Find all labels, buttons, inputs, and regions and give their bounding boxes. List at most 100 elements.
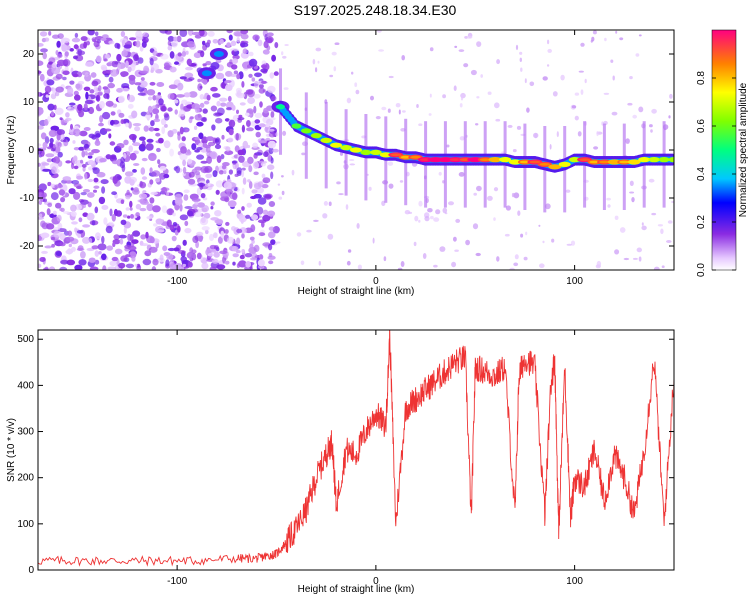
noise-speckle [221,164,227,170]
noise-speckle [123,227,127,234]
noise-speckle [125,195,131,200]
noise-speckle [220,102,227,107]
noise-speckle [145,143,154,151]
noise-speckle [80,159,84,164]
noise-speckle [256,206,264,215]
noise-speckle [215,72,225,80]
noise-speckle [121,50,128,57]
signal-peak [519,160,531,164]
noise-speckle [88,257,96,263]
noise-speckle [79,130,88,137]
noise-speckle [103,58,108,62]
noise-speckle [89,89,95,94]
noise-speckle [265,123,270,128]
noise-speckle [54,107,64,116]
noise-speckle [184,72,194,79]
y-tick-label: 20 [23,49,35,60]
noise-speckle [277,183,281,186]
noise-speckle [542,76,548,81]
noise-speckle [592,30,597,35]
noise-speckle [560,74,565,81]
noise-speckle [91,80,99,87]
noise-speckle [127,66,132,73]
y-tick-label: 100 [17,519,34,530]
noise-speckle [207,182,211,187]
noise-speckle [134,263,138,267]
noise-speckle [258,123,266,128]
x-tick-label: 0 [373,276,379,287]
noise-speckle [140,77,145,81]
noise-speckle [54,91,60,97]
noise-speckle [254,80,259,88]
noise-speckle [463,63,469,68]
noise-speckle [313,219,319,222]
noise-speckle [136,33,144,38]
noise-speckle [263,107,269,114]
noise-speckle [574,115,579,121]
noise-speckle [237,149,245,156]
noise-speckle [131,110,138,119]
noise-speckle [51,243,55,248]
noise-speckle [182,159,187,167]
noise-speckle [209,151,218,160]
noise-speckle [258,87,265,94]
noise-speckle [205,136,215,142]
noise-speckle [52,34,60,39]
signal-point [548,164,562,170]
noise-speckle [73,44,79,50]
noise-speckle [623,257,630,261]
noise-speckle [169,263,178,270]
noise-speckle [68,243,73,248]
noise-speckle [184,227,192,234]
noise-speckle [159,165,167,171]
noise-speckle [101,186,106,194]
noise-speckle [205,229,209,235]
noise-speckle [202,108,208,114]
noise-speckle [200,193,206,199]
noise-speckle [88,106,95,115]
noise-speckle [112,160,119,165]
noise-speckle [228,128,234,136]
noise-speckle [62,176,72,182]
noise-speckle [254,112,263,119]
noise-speckle [179,76,187,80]
noise-speckle [248,181,253,189]
noise-speckle [194,136,201,141]
noise-speckle [270,171,274,180]
noise-speckle [119,238,124,245]
snr-plot-area [38,330,674,570]
noise-speckle [149,197,155,204]
colorbar-label: Normalized spectral amplitude [738,82,749,217]
noise-speckle [110,69,119,77]
noise-speckle [596,260,602,267]
noise-speckle [209,266,217,270]
noise-speckle [376,30,382,33]
noise-speckle [351,71,354,75]
noise-speckle [123,44,132,49]
noise-speckle [651,108,657,114]
noise-speckle [111,191,117,196]
noise-speckle [107,82,115,89]
noise-speckle [418,123,423,126]
noise-speckle [266,118,274,126]
noise-speckle [60,207,65,212]
noise-speckle [132,230,141,237]
noise-speckle [61,44,68,52]
spectrogram-noise [38,30,674,270]
noise-speckle [120,199,125,204]
noise-speckle [109,141,116,146]
noise-speckle [181,260,189,264]
noise-speckle [133,187,139,193]
noise-speckle [137,57,144,64]
x-tick-label: -100 [167,276,187,287]
noise-speckle [650,129,653,133]
noise-speckle [227,137,234,143]
noise-speckle [216,264,226,270]
noise-speckle [101,205,109,210]
colorbar-tick-label: 0.8 [696,71,707,85]
noise-speckle [235,87,242,94]
noise-speckle [233,31,243,37]
signal-point [310,133,322,139]
noise-speckle [480,74,484,78]
noise-speckle [241,187,245,195]
